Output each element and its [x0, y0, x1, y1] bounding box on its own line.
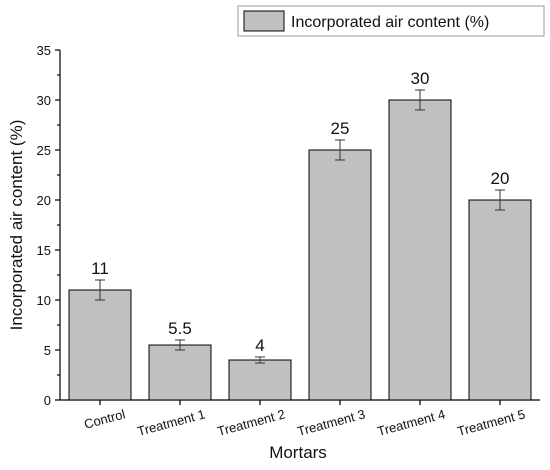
x-tick-label: Treatment 3: [296, 406, 367, 439]
legend-box: [237, 5, 545, 37]
data-label: 4: [255, 336, 264, 355]
data-labels: 11 5.5 4 25 30 20: [91, 69, 509, 355]
y-tick-label: 5: [44, 343, 51, 358]
y-tick-label: 0: [44, 393, 51, 408]
bar: [228, 359, 292, 401]
y-tick-label: 20: [37, 193, 51, 208]
bar: [308, 149, 372, 401]
bar: [148, 344, 212, 401]
bar: [388, 99, 452, 401]
y-axis: 0 5 10 15 20 25 30 35: [37, 43, 61, 408]
x-tick-label: Control: [82, 406, 126, 431]
data-label: 25: [331, 119, 350, 138]
y-tick-label: 25: [37, 143, 51, 158]
y-tick-label: 35: [37, 43, 51, 58]
error-bars: [95, 89, 505, 364]
x-tick-label: Treatment 2: [216, 406, 287, 439]
x-tick-label: Treatment 1: [136, 406, 207, 439]
bar: [68, 289, 132, 401]
legend-swatch: [243, 10, 285, 32]
legend: Incorporated air content (%): [237, 5, 545, 37]
x-tick-label: Treatment 5: [456, 406, 527, 439]
bars: [68, 99, 532, 401]
data-label: 20: [491, 169, 510, 188]
y-tick-label: 30: [37, 93, 51, 108]
data-label: 5.5: [168, 319, 192, 338]
x-axis: Control Treatment 1 Treatment 2 Treatment 3…: [60, 399, 540, 439]
legend-label: Incorporated air content (%): [291, 14, 489, 31]
x-tick-label: Treatment 4: [376, 406, 447, 439]
x-axis-title: Mortars: [269, 443, 327, 462]
y-axis-title: Incorporated air content (%): [7, 120, 26, 331]
y-tick-label: 15: [37, 243, 51, 258]
data-label: 30: [411, 69, 430, 88]
y-tick-label: 10: [37, 293, 51, 308]
bar: [468, 199, 532, 401]
data-label: 11: [91, 259, 109, 278]
